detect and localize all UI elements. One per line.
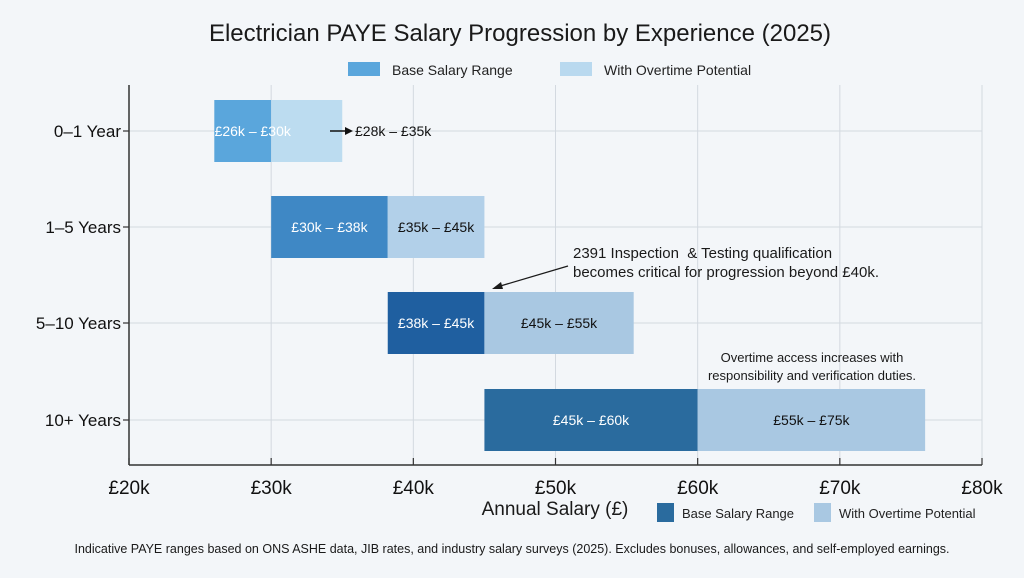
y-tick-label: 1–5 Years [45,218,121,237]
legend-top-label-overtime: With Overtime Potential [604,62,751,78]
annotation-overtime-line-1: Overtime access increases with [721,350,904,365]
x-tick-label: £40k [393,478,435,499]
annotation-overtime: Overtime access increases with responsib… [708,350,916,383]
annotation-arrow [496,265,569,288]
bar-base [271,196,388,258]
y-tick-label: 0–1 Year [54,122,121,141]
data-label-overtime: £35k – £45k [398,219,475,235]
annotation-arrow-head-icon [492,282,503,289]
x-tick-label: £80k [961,478,1003,499]
bar-base [214,100,272,162]
bars: £26k – £30k £28k – £35k £30k – £38k £35k – … [214,100,926,451]
data-label-overtime: £28k – £35k [355,123,432,139]
chart-title: Electrician PAYE Salary Progression by E… [209,20,831,47]
legend-top: Base Salary Range With Overtime Potentia… [348,62,751,78]
axes: 0–1 Year 1–5 Years 5–10 Years 10+ Years £20k… [36,85,1003,499]
bar-overtime [697,389,926,451]
legend-top-label-base: Base Salary Range [392,62,513,78]
data-label-base: £45k – £60k [553,412,630,428]
y-tick-label: 10+ Years [45,411,121,430]
legend-bottom-label-base: Base Salary Range [682,506,794,521]
annotation-qualification: 2391 Inspection & Testing qualification … [492,245,879,289]
bar-overtime [387,196,485,258]
arrow-right-icon [345,127,353,135]
x-axis-title: Annual Salary (£) [482,499,629,520]
data-label-base: £38k – £45k [398,315,475,331]
footnote: Indicative PAYE ranges based on ONS ASHE… [75,542,950,556]
annotation-overtime-line-2: responsibility and verification duties. [708,368,916,383]
data-label-base: £26k – £30k [215,123,292,139]
data-label-base: £30k – £38k [291,219,368,235]
data-label-overtime: £55k – £75k [773,412,850,428]
annotation-qualification-line-2: becomes critical for progression beyond … [573,264,879,281]
x-tick-label: £60k [677,478,719,499]
annotation-qualification-line-1: 2391 Inspection & Testing qualification [573,245,832,262]
y-tick-label: 5–10 Years [36,314,121,333]
bar-overtime [484,292,634,354]
legend-top-swatch-base [348,62,380,76]
legend-top-swatch-overtime [560,62,592,76]
legend-bottom-swatch-base [657,503,674,522]
x-tick-label: £50k [535,478,577,499]
data-label-overtime: £45k – £55k [521,315,598,331]
bar-base [484,389,698,451]
legend-bottom: Base Salary Range With Overtime Potentia… [657,503,976,522]
x-tick-label: £30k [251,478,293,499]
bar-base [387,292,485,354]
x-tick-label: £70k [819,478,861,499]
x-tick-label: £20k [108,478,150,499]
legend-bottom-swatch-overtime [814,503,831,522]
legend-bottom-label-overtime: With Overtime Potential [839,506,976,521]
